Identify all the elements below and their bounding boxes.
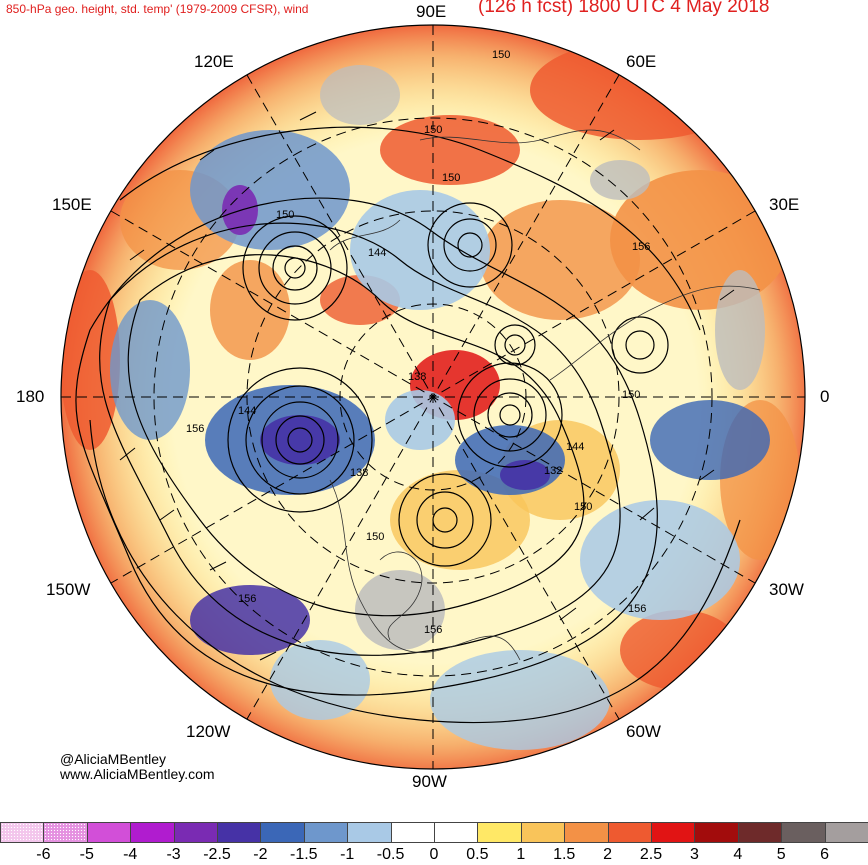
colorbar-swatch <box>86 822 132 843</box>
map-boundary <box>60 24 806 770</box>
lon-label-180: 180 <box>16 387 45 406</box>
contour-label: 156 <box>424 624 442 636</box>
colorbar-tick-label: 1.5 <box>553 846 576 863</box>
coastlines <box>329 129 761 661</box>
colorbar-tick-label: 0.5 <box>466 846 489 863</box>
contour-label: 150 <box>622 389 640 401</box>
colorbar-swatch <box>520 822 566 843</box>
height-contours <box>75 126 741 724</box>
colorbar-swatch <box>43 822 88 843</box>
contour-label: 150 <box>442 172 460 184</box>
colorbar-swatch <box>824 822 868 843</box>
colorbar-swatch <box>434 822 479 843</box>
contour-label: 156 <box>632 241 650 253</box>
contour-label: 150 <box>574 501 592 513</box>
colorbar-swatch <box>607 822 652 843</box>
contour-label: 150 <box>276 209 294 221</box>
colorbar-swatch <box>130 822 175 843</box>
contour-label: 144 <box>238 405 256 417</box>
colorbar-tick-label: 2.5 <box>639 846 663 863</box>
contour-label: 150 <box>424 124 442 136</box>
lon-label-90w: 90W <box>412 772 447 791</box>
colorbar-tick-label: 3 <box>689 846 699 863</box>
colorbar-tick-label: -5 <box>79 846 94 863</box>
colorbar-tick-label: -3 <box>166 846 181 863</box>
colorbar-swatch <box>173 822 218 843</box>
lon-label-30e: 30E <box>769 195 800 214</box>
lon-label-90e: 90E <box>416 2 447 21</box>
colorbar-swatch <box>781 822 826 843</box>
credit-website: www.AliciaMBentley.com <box>60 766 215 782</box>
contour-label: 156 <box>186 423 204 435</box>
colorbar-tick-label: -6 <box>36 846 51 863</box>
colorbar-tick-label: 4 <box>733 846 743 863</box>
colorbar: -6 -5 -4 -3 -2.5 -2 -1.5 -1 -0.5 0 0.5 1 1.5 2 2.5 3 4 5 6 <box>0 822 868 865</box>
lon-label-120w: 120W <box>186 722 231 741</box>
wind-barbs <box>119 111 735 661</box>
lon-label-150w: 150W <box>46 580 91 599</box>
colorbar-tick-label: -1 <box>340 846 355 863</box>
lon-label-60w: 60W <box>626 722 661 741</box>
colorbar-tick-label: -0.5 <box>376 846 405 863</box>
contour-label: 156 <box>238 593 256 605</box>
colorbar-swatch <box>737 822 783 843</box>
colorbar-swatch <box>217 822 262 843</box>
colorbar-swatch <box>0 822 45 843</box>
colorbar-tick-label: 5 <box>776 846 786 863</box>
colorbar-tick-label: 0 <box>429 846 439 863</box>
contour-value-labels: 150 150 150 150 144 144 138 138 150 156 … <box>186 49 650 636</box>
contour-label: 150 <box>492 49 510 61</box>
colorbar-swatch <box>303 822 349 843</box>
contour-label: 150 <box>366 531 384 543</box>
colorbar-swatch <box>260 822 305 843</box>
contour-label: 138 <box>408 371 426 383</box>
contour-label: 156 <box>628 603 646 615</box>
graticule <box>61 25 805 769</box>
contour-label: 144 <box>566 441 584 453</box>
polar-map: 150 150 150 150 144 144 138 138 150 156 … <box>60 24 806 770</box>
chart-title: 850-hPa geo. height, std. temp' (1979-20… <box>6 2 309 16</box>
colorbar-tick-label: -4 <box>123 846 138 863</box>
contour-label: 138 <box>350 467 368 479</box>
colorbar-tick-label: 1 <box>516 846 526 863</box>
lon-label-60e: 60E <box>626 52 657 71</box>
contour-label: 132 <box>544 465 562 477</box>
lon-label-120e: 120E <box>194 52 234 71</box>
forecast-time-title: (126 h fcst) 1800 UTC 4 May 2018 <box>478 0 770 17</box>
colorbar-tick-label: 2 <box>603 846 613 863</box>
colorbar-tick-label: -2 <box>253 846 268 863</box>
colorbar-swatch <box>347 822 392 843</box>
colorbar-tick-label: -1.5 <box>290 846 318 863</box>
colorbar-swatch <box>564 822 609 843</box>
lon-label-150e: 150E <box>52 195 92 214</box>
credit-handle: @AliciaMBentley <box>60 751 167 767</box>
colorbar-tick-label: -2.5 <box>203 846 231 863</box>
colorbar-tick-label: 6 <box>820 846 830 863</box>
colorbar-swatch <box>390 822 435 843</box>
lon-label-30w: 30W <box>769 580 804 599</box>
contour-label: 144 <box>368 247 386 259</box>
lon-label-0: 0 <box>820 387 830 406</box>
colorbar-swatch <box>694 822 739 843</box>
colorbar-swatch <box>651 822 696 843</box>
colorbar-swatch <box>477 822 522 843</box>
